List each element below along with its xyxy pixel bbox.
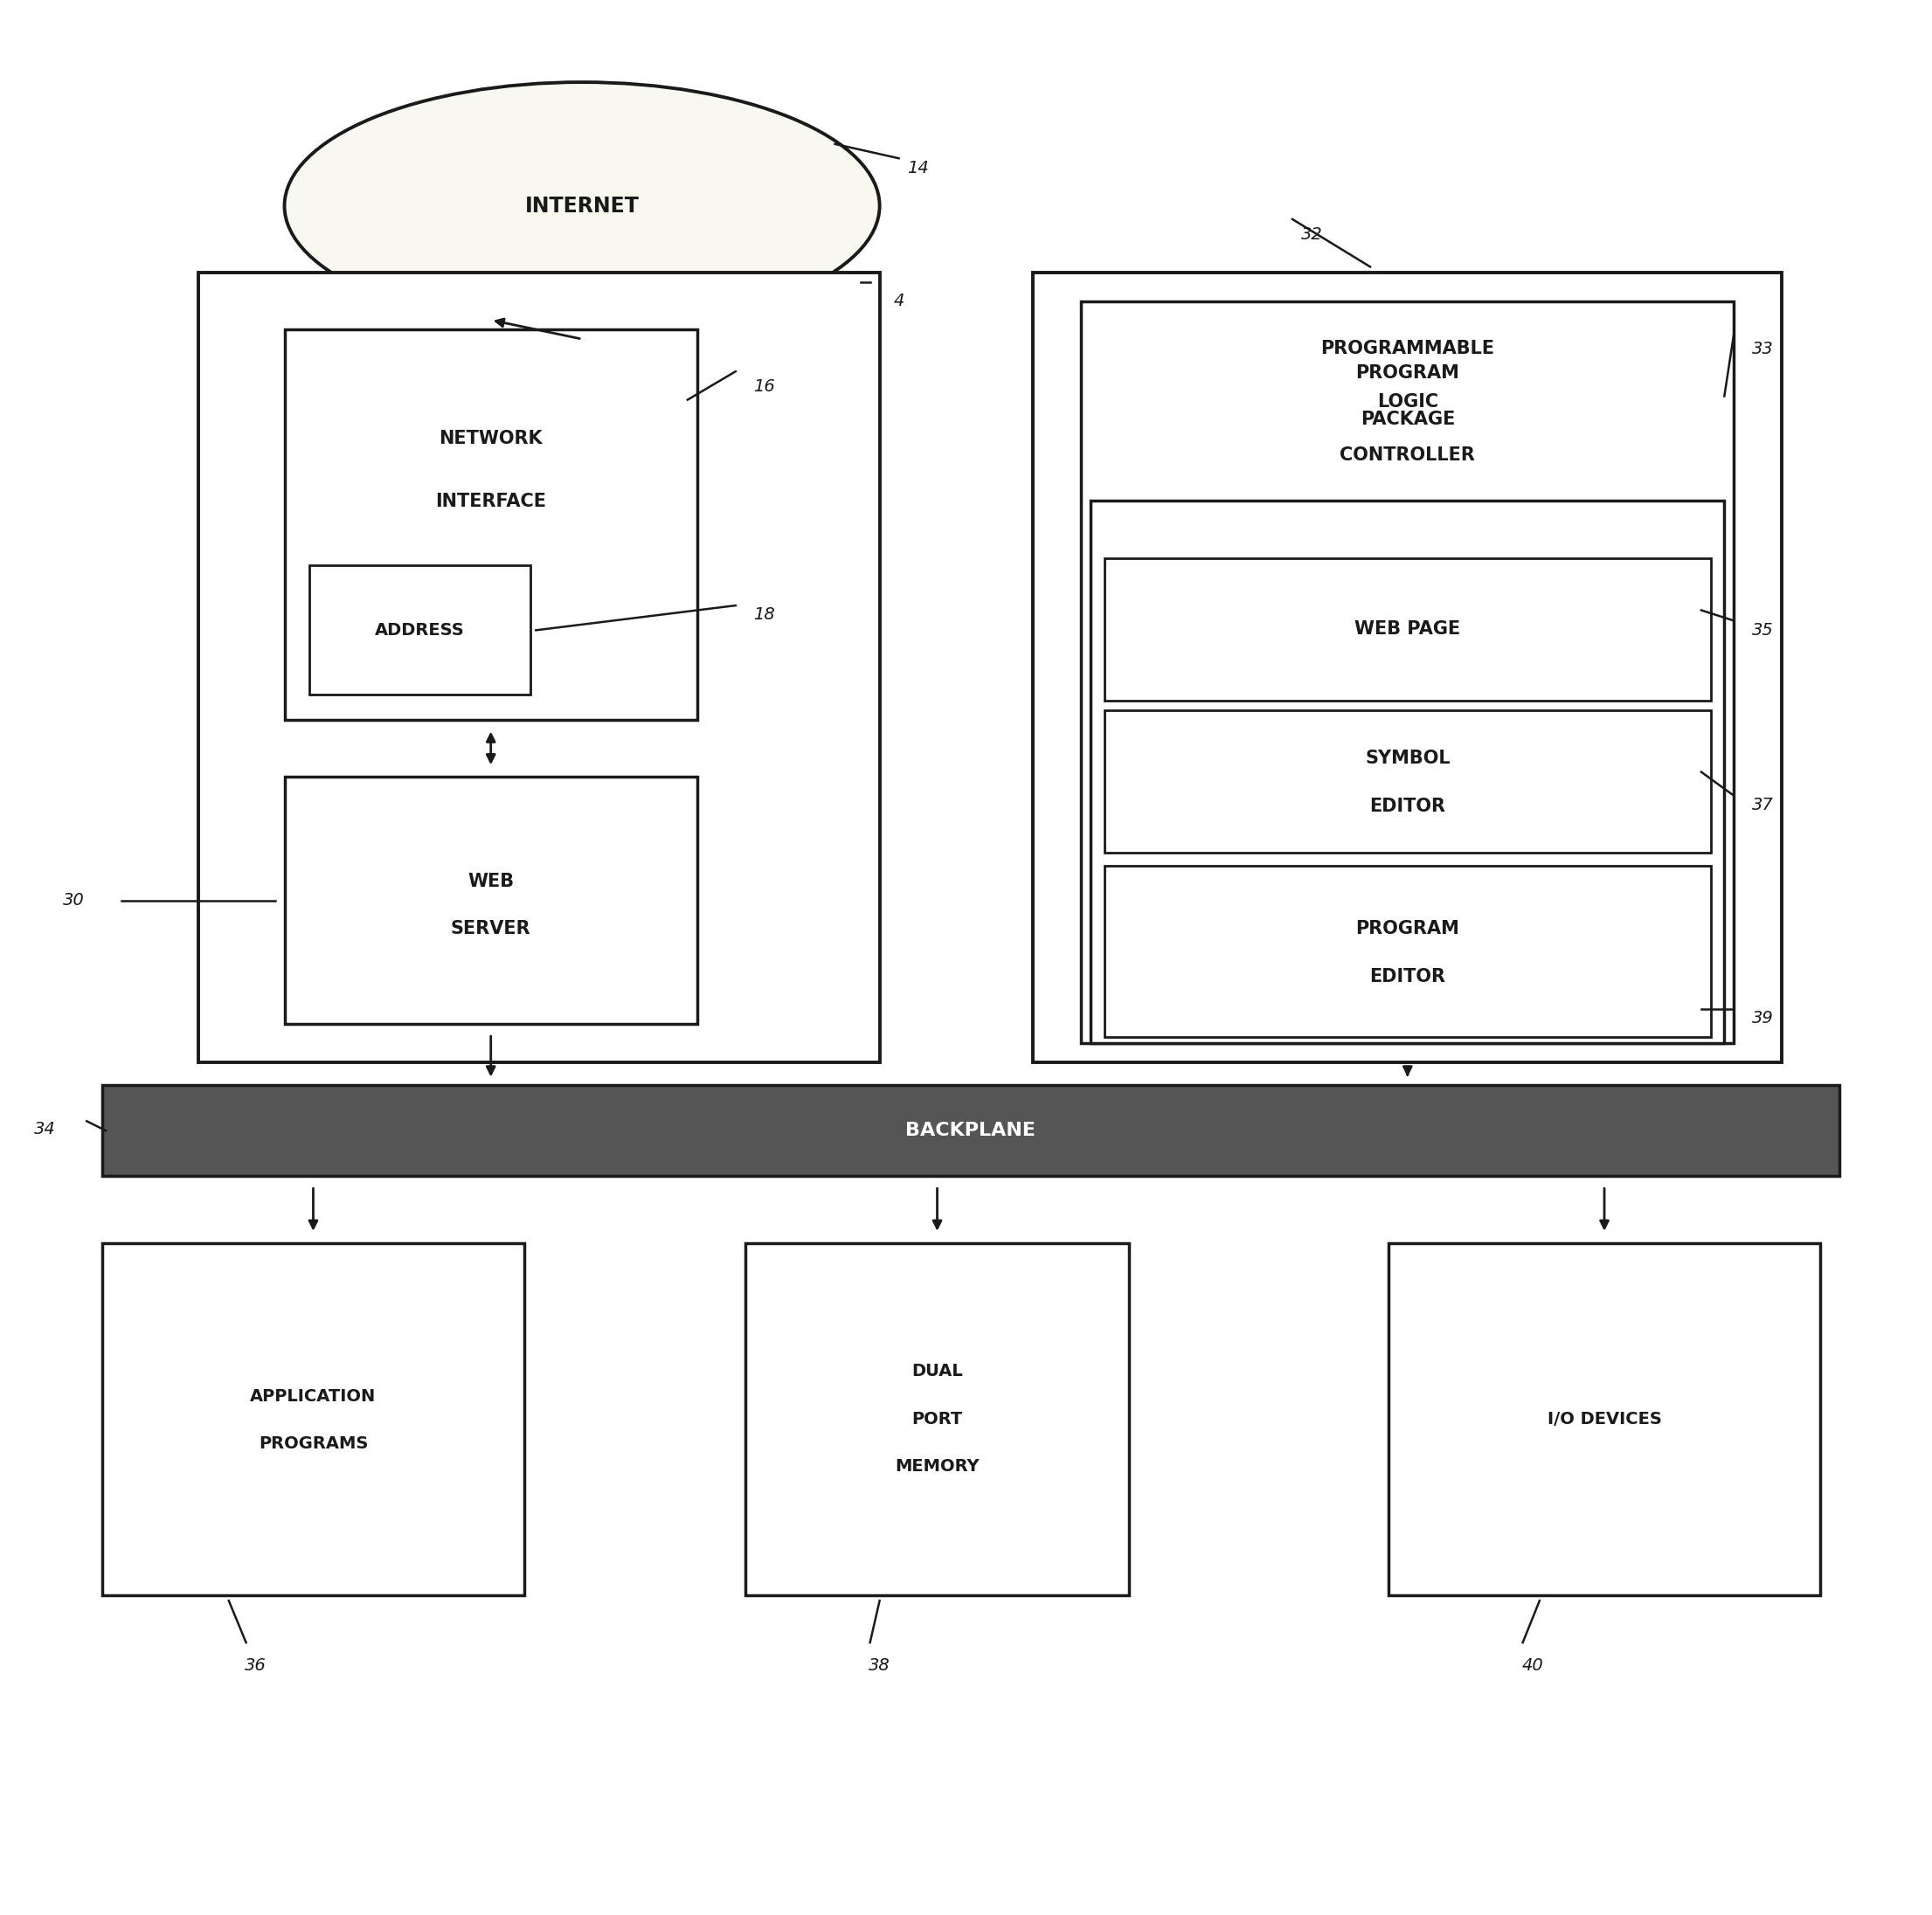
Text: 33: 33 xyxy=(1752,341,1774,356)
Text: I/O DEVICES: I/O DEVICES xyxy=(1548,1411,1662,1427)
Text: SERVER: SERVER xyxy=(450,921,531,938)
Bar xyxy=(102,1243,524,1595)
Bar xyxy=(199,272,879,1063)
Ellipse shape xyxy=(284,82,879,329)
Text: ADDRESS: ADDRESS xyxy=(375,622,466,638)
Bar xyxy=(1105,710,1712,852)
Text: SYMBOL: SYMBOL xyxy=(1364,751,1451,768)
Text: 36: 36 xyxy=(245,1656,267,1674)
Text: WEB PAGE: WEB PAGE xyxy=(1354,620,1461,638)
Text: 32: 32 xyxy=(1300,226,1321,243)
Text: PROGRAMS: PROGRAMS xyxy=(259,1436,367,1452)
Text: MEMORY: MEMORY xyxy=(895,1457,980,1475)
Text: PROGRAM: PROGRAM xyxy=(1356,364,1459,383)
Text: 16: 16 xyxy=(753,379,775,394)
Text: APPLICATION: APPLICATION xyxy=(251,1388,377,1404)
Bar xyxy=(746,1243,1128,1595)
Text: EDITOR: EDITOR xyxy=(1370,967,1445,984)
Bar xyxy=(1389,1243,1820,1595)
Text: 35: 35 xyxy=(1752,622,1774,638)
Text: WEB: WEB xyxy=(468,873,514,890)
Text: 14: 14 xyxy=(908,159,929,176)
Text: 18: 18 xyxy=(753,607,775,622)
Text: PORT: PORT xyxy=(912,1411,962,1427)
Bar xyxy=(309,565,529,695)
Text: 37: 37 xyxy=(1752,797,1774,814)
Text: INTERNET: INTERNET xyxy=(526,195,639,216)
Bar xyxy=(1105,557,1712,701)
Bar xyxy=(1092,502,1725,1044)
Bar xyxy=(1034,272,1781,1063)
Text: CONTROLLER: CONTROLLER xyxy=(1341,446,1476,463)
Text: 40: 40 xyxy=(1522,1656,1544,1674)
Text: 38: 38 xyxy=(869,1656,891,1674)
Text: PROGRAMMABLE: PROGRAMMABLE xyxy=(1321,339,1495,358)
Text: 34: 34 xyxy=(33,1120,56,1138)
Text: PACKAGE: PACKAGE xyxy=(1360,410,1455,427)
Text: LOGIC: LOGIC xyxy=(1378,393,1437,410)
Text: NETWORK: NETWORK xyxy=(439,431,543,448)
Text: 39: 39 xyxy=(1752,1009,1774,1026)
Bar xyxy=(1105,866,1712,1038)
Text: 30: 30 xyxy=(62,892,85,910)
Text: BACKPLANE: BACKPLANE xyxy=(906,1122,1036,1139)
Bar xyxy=(284,777,697,1025)
Bar xyxy=(1082,301,1733,1044)
Text: EDITOR: EDITOR xyxy=(1370,797,1445,816)
Text: 4: 4 xyxy=(893,293,904,310)
Text: INTERFACE: INTERFACE xyxy=(435,492,547,509)
Text: DUAL: DUAL xyxy=(912,1363,962,1379)
Bar xyxy=(102,1086,1839,1176)
Text: PROGRAM: PROGRAM xyxy=(1356,921,1459,938)
Bar xyxy=(284,329,697,720)
